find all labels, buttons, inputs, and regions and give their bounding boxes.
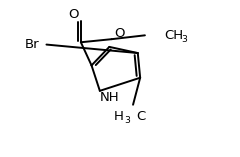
Text: Br: Br (25, 38, 40, 51)
Text: H: H (114, 110, 124, 123)
Text: CH: CH (164, 29, 183, 42)
Text: 3: 3 (125, 116, 131, 125)
Text: 3: 3 (182, 35, 187, 44)
Text: O: O (115, 27, 125, 40)
Text: C: C (137, 110, 146, 123)
Text: O: O (68, 8, 79, 21)
Text: NH: NH (100, 91, 119, 104)
